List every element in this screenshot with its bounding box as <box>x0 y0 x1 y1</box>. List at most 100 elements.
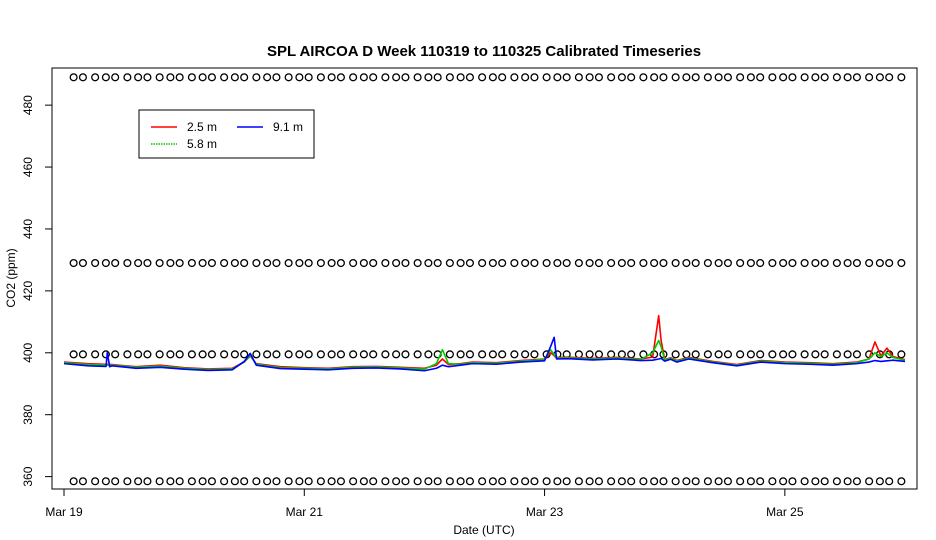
reference-marker <box>768 350 777 359</box>
reference-marker <box>187 350 196 359</box>
reference-marker <box>465 477 474 486</box>
legend: 2.5 m 5.8 m 9.1 m <box>138 109 315 159</box>
reference-marker <box>478 258 487 268</box>
reference-marker <box>69 73 78 82</box>
reference-marker <box>723 477 732 486</box>
reference-marker <box>521 477 530 486</box>
reference-marker <box>207 258 216 268</box>
reference-marker <box>788 258 797 268</box>
legend-box <box>138 109 315 159</box>
reference-marker <box>756 350 765 359</box>
legend-label: 2.5 m <box>187 120 217 134</box>
reference-marker <box>272 477 281 486</box>
reference-marker <box>220 258 229 268</box>
reference-marker <box>562 477 571 486</box>
legend-label: 5.8 m <box>187 137 217 151</box>
reference-marker <box>594 350 603 359</box>
reference-marker <box>607 258 616 268</box>
reference-marker <box>703 258 712 268</box>
reference-marker <box>617 350 626 359</box>
reference-marker <box>327 73 336 82</box>
reference-marker <box>756 258 765 268</box>
reference-marker <box>659 73 668 82</box>
reference-marker <box>832 73 841 82</box>
reference-marker <box>542 258 551 268</box>
y-tick-label: 480 <box>21 95 35 115</box>
reference-marker <box>252 477 261 486</box>
reference-marker <box>263 73 272 82</box>
reference-marker <box>401 73 410 82</box>
reference-marker <box>240 73 249 82</box>
reference-marker <box>220 350 229 359</box>
reference-marker <box>445 477 454 486</box>
reference-marker <box>207 73 216 82</box>
reference-marker <box>155 477 164 486</box>
reference-marker <box>134 477 143 486</box>
reference-marker <box>714 73 723 82</box>
reference-marker <box>510 73 519 82</box>
reference-marker <box>530 350 539 359</box>
reference-marker <box>714 350 723 359</box>
reference-marker <box>91 258 100 268</box>
reference-marker <box>134 73 143 82</box>
reference-marker <box>166 73 175 82</box>
reference-marker <box>230 73 239 82</box>
reference-marker <box>336 350 345 359</box>
reference-marker <box>336 258 345 268</box>
reference-marker <box>111 258 120 268</box>
reference-marker <box>478 350 487 359</box>
reference-marker <box>220 73 229 82</box>
reference-marker <box>530 477 539 486</box>
reference-marker <box>381 258 390 268</box>
reference-marker <box>336 477 345 486</box>
reference-marker <box>272 73 281 82</box>
reference-marker <box>682 477 691 486</box>
reference-marker <box>510 350 519 359</box>
reference-marker <box>111 350 120 359</box>
series-line-5-8-m <box>63 339 906 371</box>
reference-marker <box>650 73 659 82</box>
reference-marker <box>811 477 820 486</box>
reference-marker <box>736 258 745 268</box>
reference-marker <box>779 258 788 268</box>
reference-marker <box>832 477 841 486</box>
reference-marker <box>413 477 422 486</box>
reference-marker <box>885 477 894 486</box>
reference-marker <box>574 258 583 268</box>
reference-marker <box>272 350 281 359</box>
reference-marker <box>594 73 603 82</box>
reference-marker <box>456 477 465 486</box>
reference-marker <box>553 258 562 268</box>
reference-marker <box>627 477 636 486</box>
reference-marker <box>272 258 281 268</box>
reference-marker <box>736 73 745 82</box>
reference-marker <box>284 350 293 359</box>
reference-marker <box>401 258 410 268</box>
reference-marker <box>252 73 261 82</box>
reference-marker <box>240 258 249 268</box>
reference-marker <box>607 477 616 486</box>
reference-marker <box>175 258 184 268</box>
reference-marker <box>198 350 207 359</box>
reference-marker <box>263 258 272 268</box>
reference-marker <box>875 477 884 486</box>
reference-marker <box>617 477 626 486</box>
reference-marker <box>488 73 497 82</box>
reference-marker <box>381 477 390 486</box>
reference-marker <box>478 73 487 82</box>
reference-marker <box>746 73 755 82</box>
reference-marker <box>78 73 87 82</box>
reference-marker <box>820 258 829 268</box>
y-tick-label: 440 <box>21 219 35 239</box>
reference-marker <box>736 477 745 486</box>
reference-marker <box>897 73 906 82</box>
reference-marker <box>143 73 152 82</box>
reference-marker <box>101 73 110 82</box>
reference-marker <box>659 258 668 268</box>
reference-marker <box>746 477 755 486</box>
reference-marker <box>585 477 594 486</box>
reference-marker <box>897 350 906 359</box>
reference-marker <box>134 258 143 268</box>
reference-marker <box>175 477 184 486</box>
